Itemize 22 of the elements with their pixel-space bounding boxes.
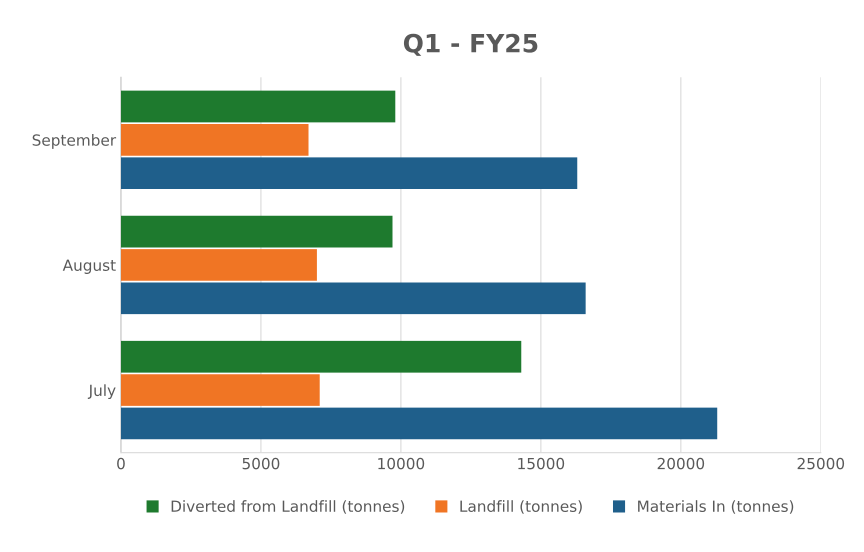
legend-label: Materials In (tonnes)	[638, 500, 794, 514]
y-tick-label: July	[88, 384, 116, 400]
y-tick-label: September	[32, 134, 116, 149]
bar	[120, 157, 578, 190]
x-tick-label: 5000	[242, 458, 280, 470]
bar	[120, 216, 392, 248]
y-tick-label: August	[62, 260, 116, 274]
x-tick-label: 0	[117, 458, 125, 470]
bar	[120, 282, 586, 314]
legend-label: Diverted from Landfill (tonnes)	[172, 500, 404, 514]
x-tick-label: 25000	[798, 458, 844, 470]
bar	[120, 124, 309, 156]
bar	[120, 374, 320, 406]
bar	[120, 340, 522, 373]
bar	[120, 90, 396, 122]
bar	[120, 408, 718, 440]
chart-title: Q1 - FY25	[404, 34, 538, 56]
legend-label: Landfill (tonnes)	[460, 500, 582, 514]
x-tick-label: 20000	[658, 458, 704, 470]
x-tick-label: 10000	[378, 458, 424, 470]
bar	[120, 249, 317, 281]
x-tick-label: 15000	[518, 458, 564, 470]
